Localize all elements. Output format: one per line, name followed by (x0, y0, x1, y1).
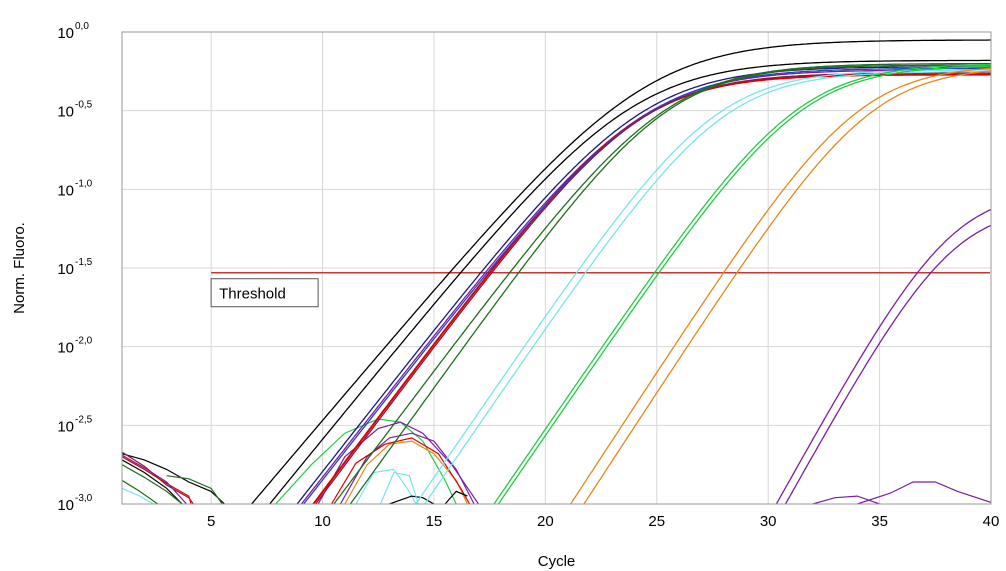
noise-curve (122, 479, 159, 504)
noise-curve (317, 421, 479, 504)
amplification-curve (583, 70, 991, 504)
amplification-curve (268, 59, 991, 504)
y-tick-label: 10 -0,5 (57, 100, 92, 121)
y-tick-base: 10 (57, 497, 74, 514)
x-tick-label: 25 (648, 513, 665, 530)
noise-curve (339, 432, 475, 504)
amplification-curve (349, 64, 991, 504)
y-axis-ticks: 10 0,010 -0,510 -1,010 -1,510 -2,010 -2,510 -3,… (57, 21, 92, 514)
y-tick-label: 10 -2,0 (57, 336, 92, 357)
noise-curve (344, 440, 468, 504)
grid (122, 31, 992, 505)
noise-curve (444, 490, 468, 504)
noise-curve (857, 481, 991, 504)
y-axis-title: Norm. Fluoro. (11, 222, 28, 314)
amplification-curve (497, 65, 991, 504)
amplification-curve (775, 208, 991, 504)
amplification-curve (784, 224, 991, 504)
y-tick-exponent: -2,0 (75, 336, 93, 347)
noise-curve (355, 468, 417, 504)
y-tick-exponent: -1,0 (75, 178, 93, 189)
amplification-curve (312, 73, 991, 504)
noise-curve (166, 475, 223, 504)
x-tick-label: 20 (537, 513, 554, 530)
plot-area-border (121, 31, 992, 505)
noise-curve (389, 495, 435, 504)
y-tick-exponent: 0,0 (75, 21, 89, 32)
x-tick-label: 35 (871, 513, 888, 530)
noise-curve (122, 456, 192, 504)
noise-curve (330, 437, 471, 504)
amplification-curve (493, 63, 991, 504)
x-tick-label: 40 (983, 513, 1000, 530)
noise-curve (379, 471, 419, 504)
y-tick-label: 10 0,0 (57, 21, 89, 42)
y-tick-exponent: -3,0 (75, 493, 93, 504)
noise-curve (122, 459, 183, 504)
x-axis-title: Cycle (538, 553, 576, 570)
y-tick-label: 10 -1,0 (57, 178, 92, 199)
amplification-curve (333, 62, 991, 504)
amplification-curve (423, 70, 991, 504)
y-tick-label: 10 -1,5 (57, 257, 92, 278)
y-tick-base: 10 (57, 261, 74, 278)
noise-curve (122, 454, 188, 504)
y-tick-base: 10 (57, 182, 74, 199)
x-axis-ticks: 5 10 15 20 25 30 35 40 (207, 513, 999, 530)
amplification-curve (569, 67, 991, 504)
threshold-label-box (210, 278, 319, 308)
x-tick-label: 30 (760, 513, 777, 530)
amplification-curve (300, 69, 991, 504)
amplification-curve (302, 67, 991, 504)
amplification-curve (314, 72, 991, 504)
x-tick-label: 15 (426, 513, 443, 530)
noise-curve (122, 453, 225, 504)
noise-curve (122, 487, 154, 504)
noise-curve (275, 418, 457, 504)
y-tick-exponent: -1,5 (75, 257, 93, 268)
y-tick-base: 10 (57, 340, 74, 357)
y-tick-base: 10 (57, 418, 74, 435)
amplification-curve (296, 66, 991, 504)
x-tick-label: 5 (207, 513, 215, 530)
series-layer (122, 39, 991, 504)
threshold-label: Threshold (219, 286, 286, 303)
amplification-curve (250, 39, 991, 504)
y-tick-label: 10 -3,0 (57, 493, 92, 514)
threshold-layer: Threshold (210, 271, 990, 308)
y-tick-exponent: -2,5 (75, 414, 93, 425)
x-tick-label: 10 (314, 513, 331, 530)
y-tick-base: 10 (57, 25, 74, 42)
y-tick-label: 10 -2,5 (57, 414, 92, 435)
y-tick-exponent: -0,5 (75, 100, 93, 111)
noise-curve (122, 464, 183, 504)
y-tick-base: 10 (57, 104, 74, 121)
